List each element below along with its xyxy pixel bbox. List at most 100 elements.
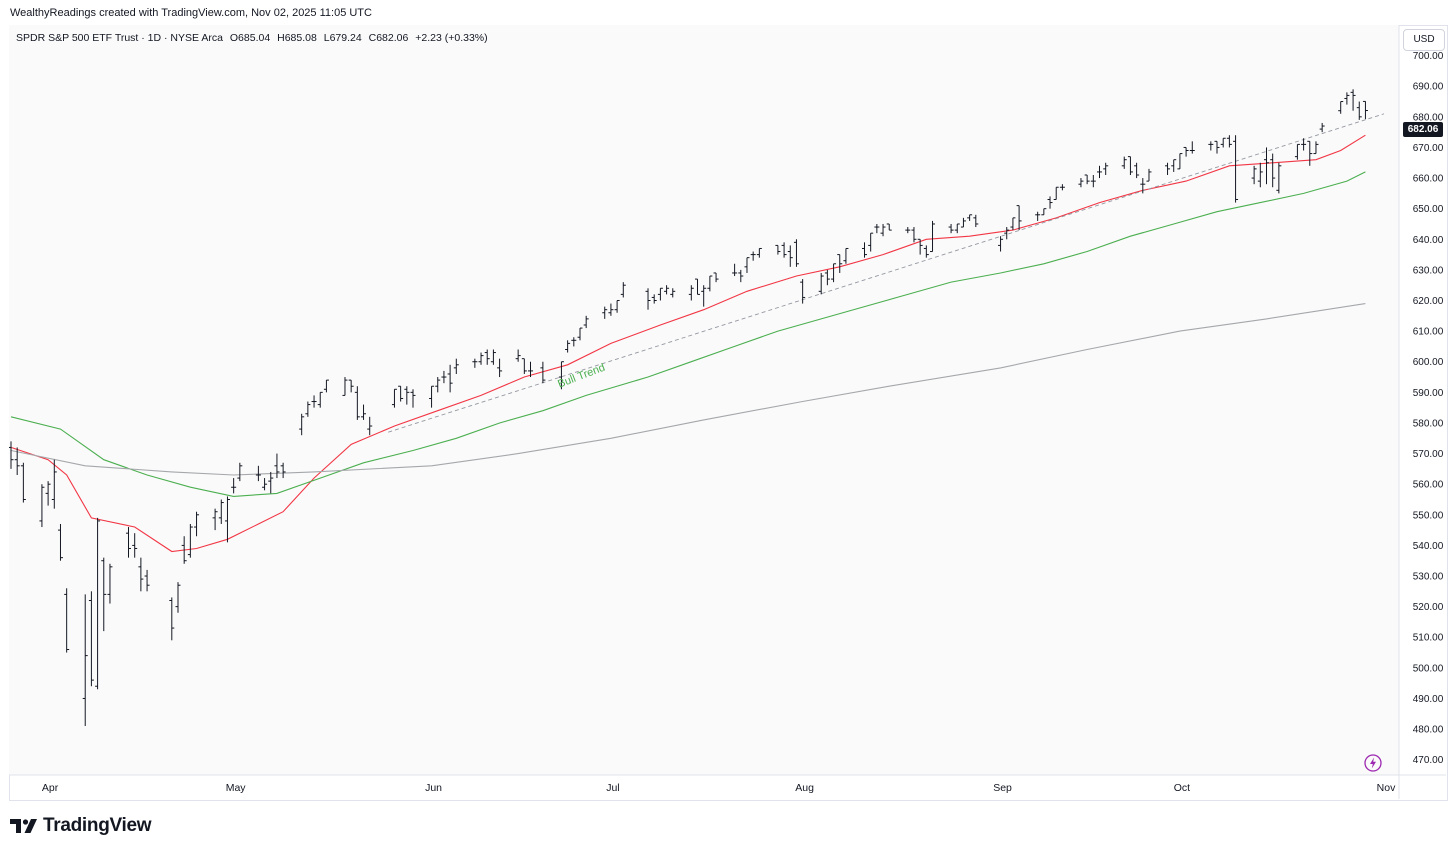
ohlc-bar <box>695 278 700 295</box>
ohlc-bar <box>64 588 70 653</box>
ohlc-bar <box>664 285 670 295</box>
price-tick-label: 550.00 <box>1413 510 1444 521</box>
time-axis[interactable]: Apr May Jun Jul Aug Sep Oct Nov <box>42 782 1396 794</box>
ohlc-bar <box>602 306 608 319</box>
ohlc-bar <box>1233 135 1239 203</box>
ohlc-bar <box>540 361 546 384</box>
price-tick-label: 500.00 <box>1413 663 1444 674</box>
ohlc-bar <box>620 282 626 298</box>
plot-background <box>9 25 1399 775</box>
ohlc-bar <box>478 352 484 365</box>
ohlc-bar <box>1257 162 1263 188</box>
price-tick-label: 580.00 <box>1413 418 1444 429</box>
ohlc-bar <box>886 223 892 231</box>
ohlc-bar <box>787 245 793 267</box>
chart-canvas[interactable]: 470.00 480.00 490.00 500.00 510.00 520.00 530.… <box>9 25 1446 799</box>
ohlc-bar <box>237 462 243 482</box>
ohlc-bar <box>670 288 676 298</box>
low-value: L679.24 <box>323 32 362 44</box>
ohlc-bar <box>497 358 503 378</box>
ohlc-bar <box>1146 168 1152 182</box>
ohlc-bar <box>311 395 317 408</box>
ohlc-bar <box>614 300 620 313</box>
ohlc-bar <box>255 465 261 482</box>
ohlc-bar <box>57 523 63 561</box>
ohlc-bar <box>187 523 193 558</box>
ohlc-bar <box>490 349 496 365</box>
ohlc-bar <box>837 254 843 273</box>
price-tick-label: 510.00 <box>1413 633 1444 644</box>
ohlc-bar <box>212 508 218 531</box>
tradingview-logo-icon <box>10 819 37 833</box>
ohlc-bars <box>9 89 1368 727</box>
ohlc-bar <box>1350 89 1356 111</box>
ohlc-bar <box>1059 184 1065 191</box>
ohlc-bar <box>577 327 583 341</box>
ohlc-bar <box>1226 135 1232 148</box>
ohlc-bar <box>528 361 534 378</box>
ohlc-bar <box>1121 156 1127 169</box>
ohlc-bar <box>95 517 101 690</box>
price-tick-label: 660.00 <box>1413 174 1444 185</box>
price-tick-label: 570.00 <box>1413 449 1444 460</box>
ohlc-bar <box>51 459 57 509</box>
ohlc-bar <box>132 533 138 558</box>
ohlc-bar <box>645 288 651 310</box>
last-price-label: 682.06 <box>1403 122 1443 137</box>
ohlc-bar <box>280 462 286 479</box>
ohlc-bar <box>874 223 880 234</box>
ohlc-bar <box>1294 143 1300 160</box>
brand-name: TradingView <box>43 815 152 836</box>
ohlc-bar <box>410 389 416 408</box>
ohlc-bar <box>843 247 849 264</box>
price-tick-label: 680.00 <box>1413 112 1444 123</box>
lightning-icon[interactable] <box>1364 754 1382 772</box>
ohlc-bar <box>391 388 397 408</box>
ohlc-bar <box>973 214 979 228</box>
ohlc-bar <box>1004 227 1010 240</box>
ohlc-bar <box>1338 101 1344 114</box>
ohlc-bar <box>1319 122 1325 133</box>
ohlc-bar <box>1276 162 1282 194</box>
price-axis[interactable]: 470.00 480.00 490.00 500.00 510.00 520.00 530.… <box>1413 51 1444 766</box>
price-tick-label: 600.00 <box>1413 357 1444 368</box>
ohlc-bar <box>571 337 577 347</box>
ohlc-bar <box>367 416 373 436</box>
change-value: +2.23 (+0.33%) <box>415 32 488 44</box>
close-value: C682.06 <box>368 32 409 44</box>
ohlc-bar <box>701 285 707 307</box>
month-tick-label: Jun <box>425 782 442 794</box>
ohlc-bar <box>447 364 453 393</box>
ohlc-bar <box>688 285 694 301</box>
ohlc-bar <box>1035 211 1041 221</box>
price-tick-label: 540.00 <box>1413 541 1444 552</box>
ohlc-bar <box>472 358 478 368</box>
price-tick-label: 530.00 <box>1413 572 1444 583</box>
ohlc-bar <box>521 358 527 374</box>
ohlc-bar <box>781 242 787 258</box>
ohlc-bar <box>317 391 323 408</box>
ohlc-bar <box>1220 137 1226 148</box>
ohlc-bar <box>818 272 824 295</box>
ohlc-bar <box>1103 162 1109 175</box>
ohlc-bar <box>651 294 657 304</box>
ohlc-bar <box>231 478 237 494</box>
ohlc-bar <box>262 478 268 491</box>
price-tick-label: 480.00 <box>1413 725 1444 736</box>
ohlc-bar <box>1177 153 1183 170</box>
ohlc-bar <box>1307 140 1313 166</box>
ohlc-bar <box>1134 162 1140 179</box>
currency-button[interactable]: USD <box>1403 29 1445 51</box>
price-tick-label: 640.00 <box>1413 235 1444 246</box>
ohlc-bar <box>738 269 744 283</box>
ohlc-bar <box>583 315 589 329</box>
ohlc-bar <box>1097 165 1103 179</box>
ohlc-bar <box>861 242 867 258</box>
ohlc-bar <box>107 563 113 604</box>
ohlc-bar <box>1356 101 1362 120</box>
ohlc-bar <box>441 370 447 384</box>
ohlc-bar <box>181 536 187 564</box>
trendline-layer <box>388 113 1385 433</box>
symbol-title[interactable]: SPDR S&P 500 ETF Trust · 1D · NYSE Arca <box>16 32 223 44</box>
tradingview-logo[interactable]: TradingView <box>10 815 152 837</box>
